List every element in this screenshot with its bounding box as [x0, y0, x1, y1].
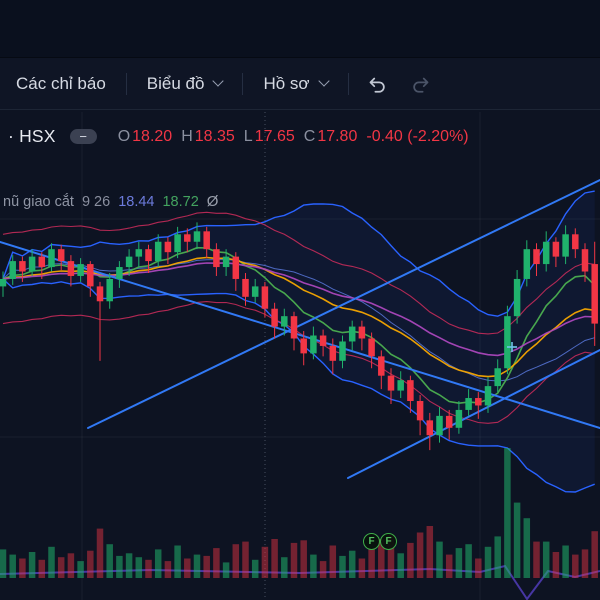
symbol-exchange: · HSX [8, 126, 56, 146]
indicators-button[interactable]: Các chỉ báo [2, 66, 120, 102]
high-label: H [181, 127, 193, 145]
toolbar-divider [242, 72, 244, 95]
redo-button[interactable] [399, 66, 443, 102]
undo-button[interactable] [355, 66, 399, 102]
low-label: L [243, 127, 253, 145]
event-badge-f[interactable]: F [380, 533, 397, 550]
toolbar-divider [125, 72, 127, 95]
indicator-hidden-icon[interactable]: Ø [206, 193, 219, 210]
close-label: C [303, 127, 316, 145]
event-badge-letter: F [368, 536, 375, 547]
low-value: 17.65 [254, 127, 295, 145]
open-value: 18.20 [132, 127, 173, 145]
chart-type-button[interactable]: Biểu đồ [133, 66, 237, 102]
profile-button[interactable]: Hồ sơ [249, 66, 341, 102]
indicator-slow-value: 18.72 [162, 193, 199, 210]
event-badge-letter: F [385, 536, 392, 547]
chart-plot-area[interactable] [0, 111, 600, 600]
minus-icon: − [79, 128, 87, 144]
chevron-down-icon [317, 75, 330, 87]
indicator-params: 9 26 [81, 193, 111, 210]
close-value: 17.80 [317, 127, 358, 145]
high-value: 18.35 [194, 127, 235, 145]
chevron-down-icon [212, 75, 225, 87]
indicator-fast-value: 18.44 [118, 193, 155, 210]
toolbar-divider [347, 72, 349, 95]
hide-symbol-button[interactable]: − [69, 128, 97, 144]
symbol-legend: · HSX − O 18.20 H 18.35 L 17.65 C 17.80 … [8, 126, 469, 147]
change-value: -0.40 (-2.20%) [366, 127, 469, 145]
redo-icon [412, 77, 428, 93]
undo-icon [369, 77, 385, 93]
indicators-label: Các chỉ báo [16, 73, 106, 93]
indicator-name: nũ giao cắt [3, 193, 74, 210]
indicator-legend: nũ giao cắt 9 26 18.44 18.72 Ø [3, 193, 218, 210]
profile-label: Hồ sơ [263, 73, 310, 93]
chart-type-label: Biểu đồ [146, 73, 205, 93]
chart-toolbar: Các chỉ báo Biểu đồ Hồ sơ [0, 58, 600, 110]
event-badge-f[interactable]: F [363, 533, 380, 550]
window-top-strip [0, 0, 600, 58]
open-label: O [117, 127, 131, 145]
